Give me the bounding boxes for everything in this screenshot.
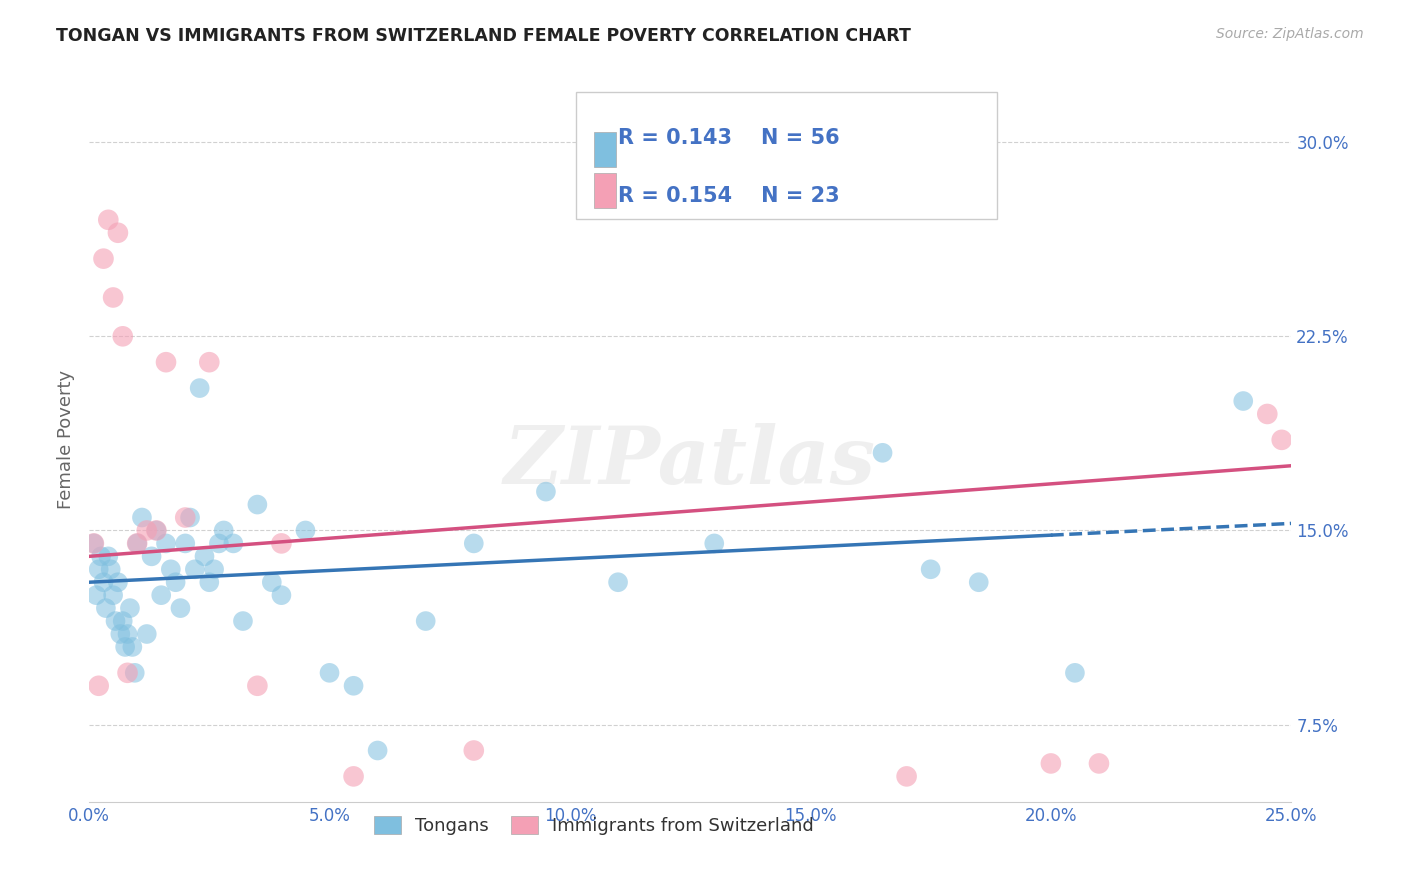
Point (198, 355, 221, 369)
Point (94, 601, 117, 615)
Point (121, 640, 143, 654)
Point (159, 562, 181, 576)
Point (110, 627, 132, 641)
Point (463, 743, 485, 757)
Point (174, 536, 197, 550)
Point (155, 355, 177, 369)
Point (1271, 433, 1294, 447)
FancyBboxPatch shape (593, 132, 616, 167)
Point (174, 510, 197, 524)
Point (703, 536, 725, 550)
Point (141, 549, 163, 564)
Point (93, 252, 115, 266)
Point (202, 562, 225, 576)
Text: R = 0.154    N = 23: R = 0.154 N = 23 (619, 186, 839, 206)
Point (260, 575, 283, 590)
Point (270, 536, 292, 550)
Point (198, 575, 221, 590)
Point (90, 549, 112, 564)
Point (111, 614, 134, 628)
Point (87, 562, 110, 576)
Point (232, 614, 254, 628)
Point (463, 536, 485, 550)
Point (135, 627, 157, 641)
Point (165, 575, 187, 590)
Point (1232, 394, 1254, 409)
Point (920, 562, 942, 576)
Point (97, 549, 120, 564)
Point (87, 679, 110, 693)
Point (124, 665, 146, 680)
Point (97, 212, 120, 227)
Point (145, 524, 167, 538)
Point (1064, 665, 1087, 680)
Legend: Tongans, Immigrants from Switzerland: Tongans, Immigrants from Switzerland (366, 806, 823, 844)
Point (114, 640, 136, 654)
Text: TONGAN VS IMMIGRANTS FROM SWITZERLAND FEMALE POVERTY CORRELATION CHART: TONGAN VS IMMIGRANTS FROM SWITZERLAND FE… (56, 27, 911, 45)
Point (155, 536, 177, 550)
Point (1256, 407, 1278, 421)
Point (84, 588, 107, 602)
Y-axis label: Female Poverty: Female Poverty (58, 370, 75, 509)
Point (107, 575, 129, 590)
Point (104, 614, 127, 628)
Point (179, 510, 201, 524)
Point (127, 536, 149, 550)
Point (150, 588, 173, 602)
Point (83, 536, 105, 550)
Point (101, 588, 124, 602)
Text: ZIPatlas: ZIPatlas (505, 423, 876, 500)
Point (318, 665, 340, 680)
Point (145, 524, 167, 538)
Point (117, 627, 139, 641)
Point (83, 536, 105, 550)
Text: R = 0.143    N = 56: R = 0.143 N = 56 (619, 128, 839, 148)
Point (246, 498, 269, 512)
Text: Source: ZipAtlas.com: Source: ZipAtlas.com (1216, 27, 1364, 41)
Point (415, 614, 437, 628)
Point (896, 769, 918, 783)
FancyBboxPatch shape (593, 173, 616, 208)
Point (270, 588, 292, 602)
Point (135, 524, 157, 538)
Point (342, 679, 364, 693)
Point (117, 665, 139, 680)
Point (193, 549, 215, 564)
Point (534, 484, 557, 499)
Point (212, 524, 235, 538)
Point (93, 575, 115, 590)
Point (107, 226, 129, 240)
Point (188, 381, 211, 395)
Point (208, 536, 231, 550)
Point (342, 769, 364, 783)
Point (127, 536, 149, 550)
Text: R = 0.154    N = 23: R = 0.154 N = 23 (619, 186, 839, 206)
Point (246, 679, 269, 693)
Point (1039, 756, 1062, 771)
Text: R = 0.143    N = 56: R = 0.143 N = 56 (619, 128, 839, 148)
Point (184, 562, 207, 576)
Point (967, 575, 990, 590)
Point (872, 446, 894, 460)
Point (1088, 756, 1111, 771)
Point (222, 536, 245, 550)
FancyBboxPatch shape (576, 92, 997, 219)
Point (111, 329, 134, 343)
Point (607, 575, 630, 590)
Point (118, 601, 141, 615)
Point (367, 743, 389, 757)
Point (100, 562, 122, 576)
Point (101, 290, 124, 304)
Point (294, 524, 316, 538)
Point (131, 510, 153, 524)
Point (169, 601, 191, 615)
